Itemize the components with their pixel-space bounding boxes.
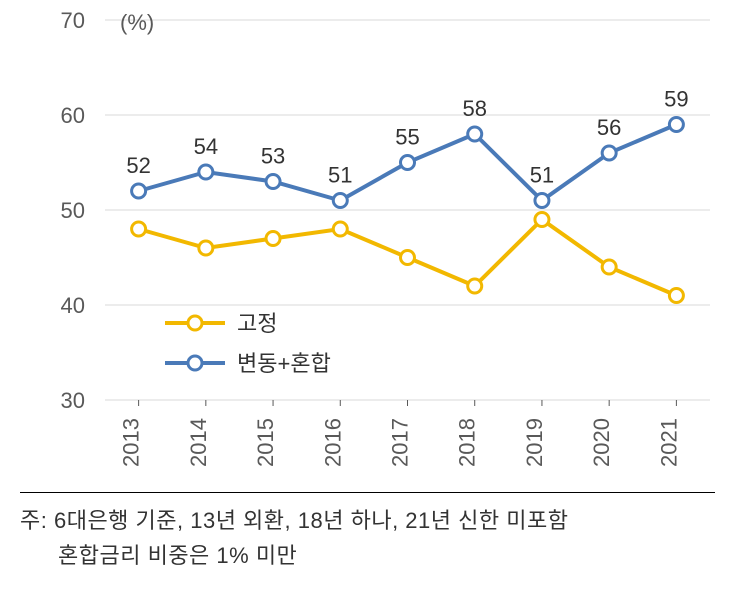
data-label: 55 <box>395 125 419 150</box>
series-marker-1 <box>266 175 280 189</box>
x-tick-label: 2013 <box>119 418 144 467</box>
series-marker-1 <box>602 146 616 160</box>
x-tick-label: 2016 <box>320 418 345 467</box>
data-label: 51 <box>328 163 352 188</box>
series-marker-0 <box>266 232 280 246</box>
series-marker-0 <box>132 222 146 236</box>
series-marker-0 <box>468 279 482 293</box>
legend-marker-0 <box>188 316 202 330</box>
series-marker-1 <box>132 184 146 198</box>
x-tick-label: 2019 <box>522 418 547 467</box>
x-tick-label: 2014 <box>186 418 211 467</box>
unit-label: (%) <box>120 10 154 35</box>
x-tick-label: 2021 <box>656 418 681 467</box>
series-marker-1 <box>401 156 415 170</box>
footnote-line-2: 혼합금리 비중은 1% 미만 <box>20 538 715 573</box>
data-label: 54 <box>194 134 218 159</box>
footnote-section: 주: 6대은행 기준, 13년 외환, 18년 하나, 21년 신한 미포함 혼… <box>20 492 715 573</box>
legend-label-1: 변동+혼합 <box>237 351 331 376</box>
data-label: 59 <box>664 87 688 112</box>
data-label: 52 <box>126 153 150 178</box>
data-label: 56 <box>597 115 621 140</box>
x-tick-label: 2020 <box>589 418 614 467</box>
legend-marker-1 <box>188 356 202 370</box>
y-tick-label: 50 <box>61 198 85 223</box>
series-marker-1 <box>535 194 549 208</box>
series-marker-0 <box>401 251 415 265</box>
series-marker-0 <box>602 260 616 274</box>
line-chart: 30 40 50 60 70 (%) 2013 2014 2015 2016 2017 2018 201… <box>20 10 715 480</box>
series-marker-1 <box>468 127 482 141</box>
series-marker-0 <box>669 289 683 303</box>
series-marker-1 <box>333 194 347 208</box>
series-marker-1 <box>669 118 683 132</box>
series-marker-0 <box>199 241 213 255</box>
series-marker-0 <box>535 213 549 227</box>
legend-label-0: 고정 <box>237 311 277 336</box>
x-tick-label: 2018 <box>455 418 480 467</box>
series-marker-1 <box>199 165 213 179</box>
x-tick-label: 2017 <box>388 418 413 467</box>
y-tick-label: 40 <box>61 293 85 318</box>
y-tick-label: 70 <box>61 10 85 33</box>
y-tick-label: 60 <box>61 103 85 128</box>
data-label: 53 <box>261 144 285 169</box>
chart-svg: 30 40 50 60 70 (%) 2013 2014 2015 2016 2017 2018 201… <box>20 10 715 480</box>
y-tick-label: 30 <box>61 388 85 413</box>
series-marker-0 <box>333 222 347 236</box>
data-label: 58 <box>462 96 486 121</box>
data-label: 51 <box>530 163 554 188</box>
x-tick-label: 2015 <box>253 418 278 467</box>
footnote-line-1: 주: 6대은행 기준, 13년 외환, 18년 하나, 21년 신한 미포함 <box>20 503 715 538</box>
